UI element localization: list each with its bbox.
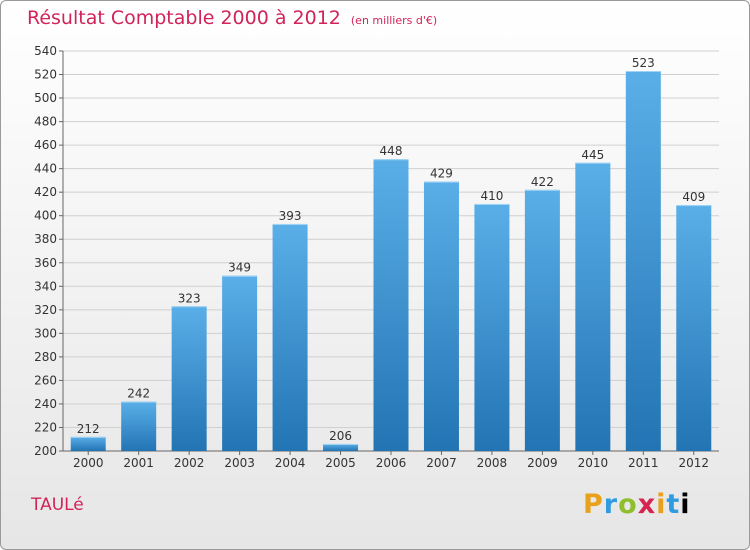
- y-tick-label: 300: [34, 326, 57, 340]
- x-tick-label: 2000: [73, 456, 104, 470]
- bar-value-label: 349: [228, 261, 251, 275]
- bar-value-label: 410: [480, 189, 503, 203]
- y-tick-label: 240: [34, 397, 57, 411]
- y-tick-label: 460: [34, 138, 57, 152]
- bar: [474, 203, 510, 451]
- x-tick-label: 2007: [426, 456, 457, 470]
- bar-value-label: 422: [531, 175, 554, 189]
- y-tick-label: 320: [34, 303, 57, 317]
- bar: [323, 443, 359, 451]
- logo-letter: i: [680, 489, 691, 520]
- logo-letter: i: [656, 489, 667, 520]
- bar-value-label: 242: [127, 387, 150, 401]
- bar: [575, 162, 611, 451]
- logo-letter: o: [618, 489, 638, 520]
- bar-value-label: 393: [279, 209, 302, 223]
- bar-value-label: 523: [632, 56, 655, 70]
- y-tick-label: 380: [34, 232, 57, 246]
- y-tick-label: 360: [34, 256, 57, 270]
- x-tick-label: 2001: [123, 456, 154, 470]
- y-tick-label: 480: [34, 115, 57, 129]
- bar: [373, 159, 409, 451]
- proxiti-logo[interactable]: Proxiti: [583, 489, 691, 520]
- bar: [171, 306, 207, 451]
- chart-title: Résultat Comptable 2000 à 2012 (en millie…: [27, 7, 437, 29]
- y-tick-label: 340: [34, 279, 57, 293]
- y-tick-label: 260: [34, 373, 57, 387]
- x-tick-label: 2005: [325, 456, 356, 470]
- x-tick-label: 2006: [376, 456, 407, 470]
- bar-value-label: 445: [581, 148, 604, 162]
- bar: [121, 401, 157, 451]
- bar-value-label: 409: [682, 190, 705, 204]
- x-tick-label: 2011: [628, 456, 659, 470]
- x-tick-label: 2004: [275, 456, 306, 470]
- y-tick-label: 520: [34, 68, 57, 82]
- y-tick-label: 220: [34, 420, 57, 434]
- bar-value-label: 206: [329, 429, 352, 443]
- logo-letter: t: [666, 489, 681, 520]
- bar-value-label: 323: [178, 291, 201, 305]
- bars: [70, 71, 712, 451]
- x-tick-label: 2002: [174, 456, 205, 470]
- y-tick-label: 400: [34, 209, 57, 223]
- bar: [272, 223, 308, 451]
- logo-letter: r: [603, 489, 619, 520]
- y-tick-label: 440: [34, 162, 57, 176]
- y-tick-label: 420: [34, 185, 57, 199]
- bar: [524, 189, 560, 451]
- axes: 200 220 240 260 280 300 320 340 360 380 400 420 440 4…: [34, 44, 719, 470]
- x-tick-label: 2010: [578, 456, 609, 470]
- bar: [625, 71, 661, 451]
- x-tick-label: 2008: [477, 456, 508, 470]
- chart-subtitle: (en milliers d'€): [350, 14, 438, 27]
- bar: [222, 275, 258, 451]
- bar-value-label: 429: [430, 167, 453, 181]
- bar: [423, 181, 459, 451]
- commune-name: TAULé: [31, 495, 84, 515]
- bar-value-label: 448: [380, 144, 403, 158]
- y-tick-label: 540: [34, 44, 57, 58]
- chart-title-text: Résultat Comptable 2000 à 2012: [27, 7, 341, 29]
- x-tick-label: 2003: [224, 456, 255, 470]
- y-tick-label: 500: [34, 91, 57, 105]
- x-tick-label: 2012: [678, 456, 709, 470]
- bar: [676, 205, 712, 451]
- data-labels: 212 242 323 349 393 206 448 429 410 422 445 523 409: [77, 56, 705, 443]
- y-tick-label: 280: [34, 350, 57, 364]
- y-tick-label: 200: [34, 444, 57, 458]
- logo-letter: x: [637, 489, 657, 520]
- bar-value-label: 212: [77, 422, 100, 436]
- logo-letter: P: [583, 489, 604, 520]
- bar: [70, 436, 106, 451]
- x-tick-label: 2009: [527, 456, 558, 470]
